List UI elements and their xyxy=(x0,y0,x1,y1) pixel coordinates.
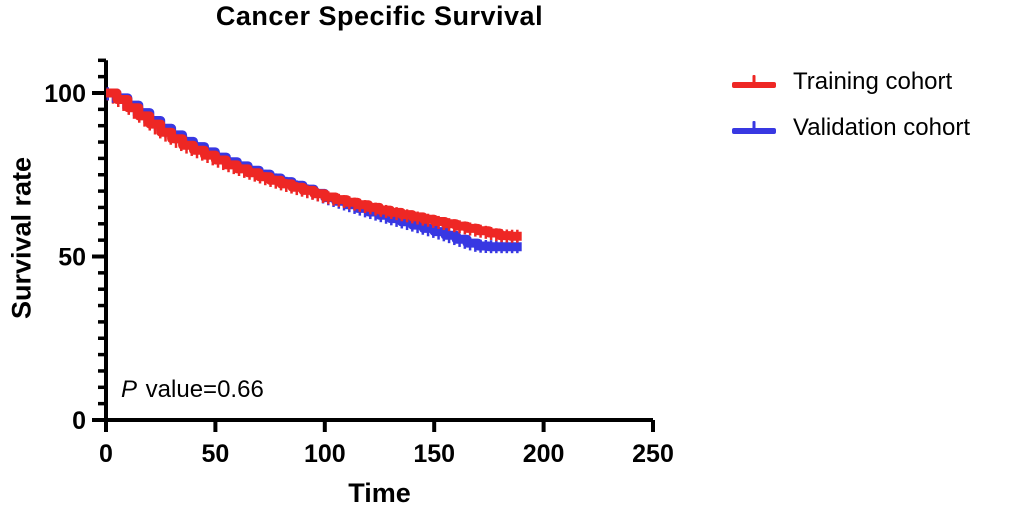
legend-line-swatch xyxy=(732,82,776,88)
legend-line-swatch xyxy=(732,128,776,134)
censor-tick-icon xyxy=(752,75,756,85)
axis-spine xyxy=(104,60,653,422)
y-tick-label: 0 xyxy=(72,407,86,435)
x-tick-label: 200 xyxy=(523,440,565,468)
x-tick-label: 50 xyxy=(201,440,229,468)
x-tick-label: 150 xyxy=(413,440,455,468)
x-axis-label: Time xyxy=(348,478,411,508)
p-value-text: value=0.66 xyxy=(139,376,264,403)
legend: Training cohort Validation cohort xyxy=(732,68,970,160)
validation-cohort-line-icon xyxy=(732,117,776,139)
censor-tick-icon xyxy=(752,121,756,131)
x-tick-label: 0 xyxy=(99,440,113,468)
y-tick-label: 50 xyxy=(58,244,86,272)
x-tick-label: 250 xyxy=(632,440,674,468)
x-tick-label: 100 xyxy=(304,440,346,468)
legend-item-validation: Validation cohort xyxy=(732,114,970,142)
legend-item-training: Training cohort xyxy=(732,68,970,96)
censor-tick-mark xyxy=(132,105,136,119)
legend-label-validation: Validation cohort xyxy=(793,114,970,141)
training-cohort-curve xyxy=(106,88,522,241)
p-value-italic-p: P xyxy=(121,376,138,403)
legend-label-training: Training cohort xyxy=(793,68,953,95)
p-value-annotation: P value=0.66 xyxy=(121,376,264,404)
y-tick-label: 100 xyxy=(44,80,86,108)
chart-title: Cancer Specific Survival xyxy=(215,1,544,31)
training-cohort-line-icon xyxy=(732,71,776,93)
